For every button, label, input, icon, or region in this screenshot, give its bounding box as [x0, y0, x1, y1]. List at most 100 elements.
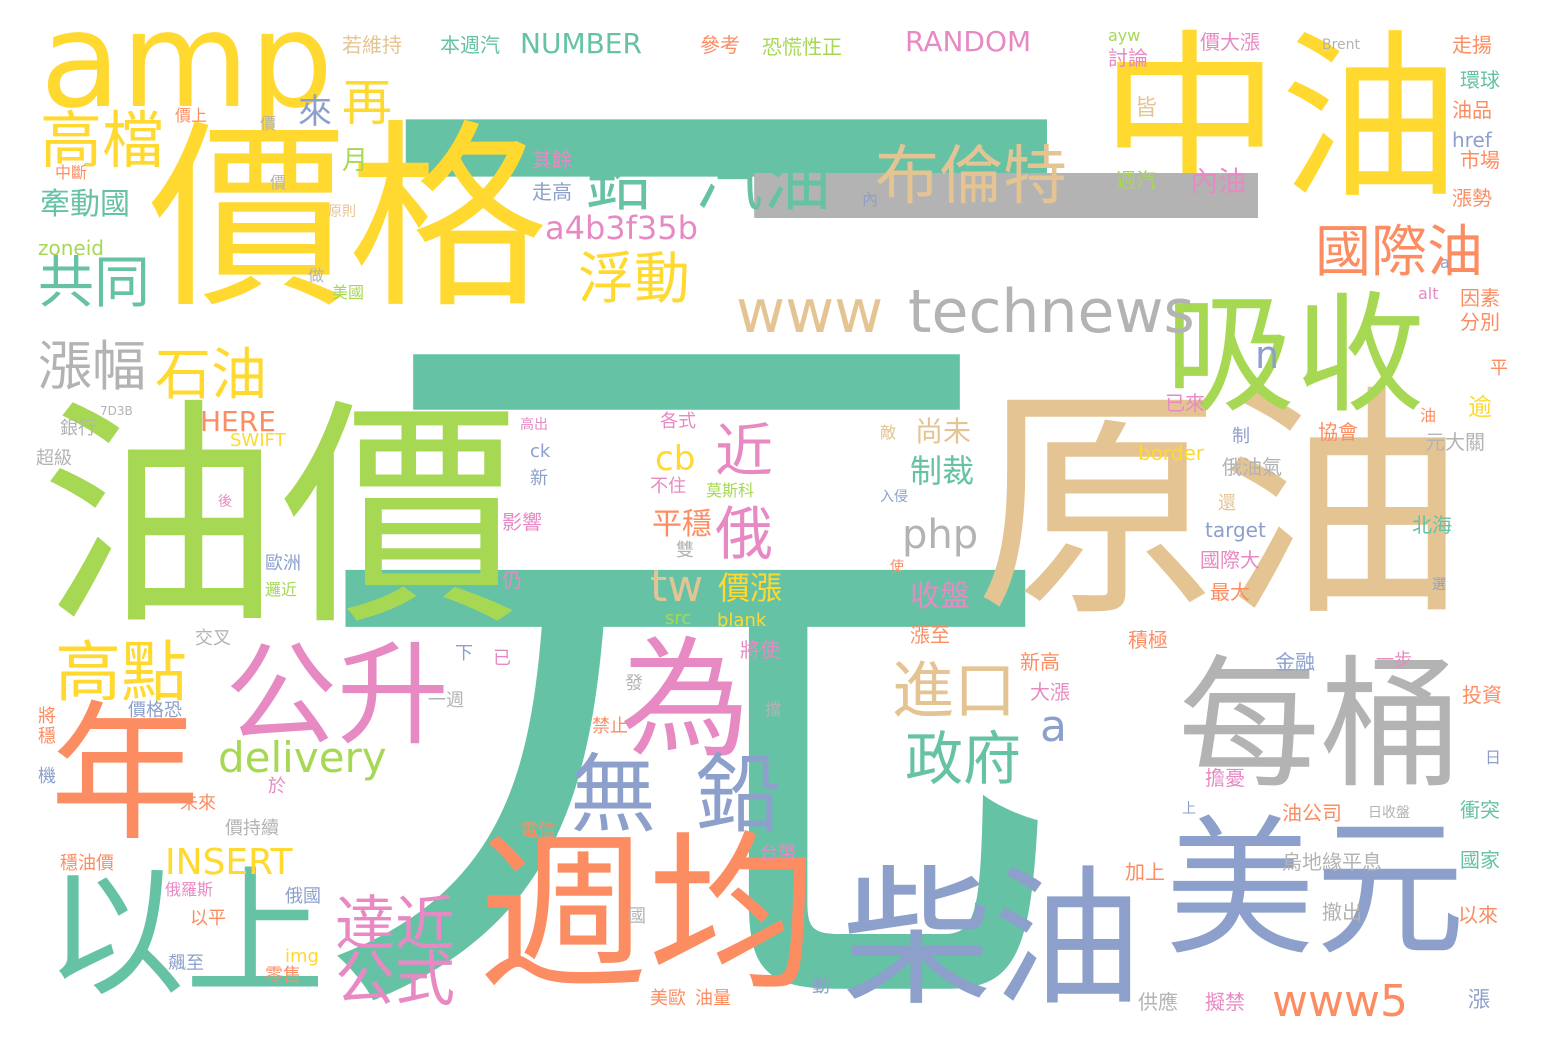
word: 已來	[1165, 391, 1205, 415]
word: 環球	[1460, 68, 1500, 92]
word: 恐慌性正	[762, 35, 842, 59]
word: 入侵	[880, 489, 908, 505]
word: 浮動	[578, 247, 690, 312]
word: 若維持	[342, 33, 402, 57]
word: 價格	[148, 103, 549, 336]
word: 油量	[695, 988, 731, 1009]
word: 日收盤	[1368, 805, 1410, 821]
word: 因素	[1460, 286, 1500, 310]
word: 價漲	[718, 569, 783, 607]
word: 元	[300, 226, 1070, 1052]
word: 使	[890, 559, 904, 575]
word: 以上	[45, 853, 326, 1016]
word: 已	[493, 648, 511, 669]
word: ayw	[1108, 26, 1141, 45]
word: border	[1138, 441, 1205, 465]
word: img	[285, 946, 319, 967]
word: www	[736, 277, 884, 347]
word: 價上	[175, 106, 208, 125]
word: 7D3B	[100, 404, 133, 418]
word: 穩	[38, 726, 56, 747]
word: Brent	[1322, 37, 1361, 53]
word: 發	[625, 673, 643, 694]
word: 國	[628, 906, 646, 927]
word: 本週汽	[440, 33, 500, 57]
word: 下	[455, 643, 473, 664]
word: 平	[1490, 358, 1508, 379]
word: 為	[620, 624, 751, 776]
word: 超級	[36, 448, 72, 469]
word: 機	[38, 766, 56, 787]
word: SWIFT	[230, 430, 286, 451]
word: 烏地緣平息	[1282, 850, 1382, 874]
word: ck	[530, 441, 551, 462]
word: 高出	[520, 417, 548, 433]
word: 供應	[1138, 990, 1178, 1014]
word: 未來	[180, 793, 216, 814]
word: 週均	[478, 816, 819, 1014]
word: 價	[270, 173, 287, 192]
word: 共同	[38, 251, 150, 316]
word: 價格恐	[128, 700, 182, 721]
word: 汽油	[695, 142, 832, 221]
word: 擬禁	[1205, 990, 1245, 1014]
word: 達近	[335, 890, 455, 960]
word: 美元	[1165, 803, 1466, 977]
word: 飆至	[168, 953, 204, 974]
word: 牽動國	[40, 187, 130, 222]
word: 將使	[740, 638, 780, 662]
word: 週汽	[1116, 168, 1156, 192]
word: 公式	[335, 945, 455, 1015]
word: 無	[570, 745, 656, 845]
word: 高檔	[40, 104, 165, 177]
word: 再	[342, 74, 392, 132]
word: 價持續	[225, 818, 279, 839]
word: 俄	[715, 500, 774, 568]
word: n	[1255, 333, 1280, 377]
word: 分別	[1460, 310, 1500, 334]
word: 內油	[1190, 165, 1247, 198]
word: 日	[1485, 748, 1502, 767]
word: 漲幅	[38, 335, 146, 398]
word: 一	[730, 0, 1280, 540]
word: 月	[342, 146, 369, 176]
word: zoneid	[38, 236, 104, 260]
word: 走揚	[1452, 33, 1492, 57]
word: a	[1440, 253, 1450, 272]
word: 平穩	[652, 507, 712, 542]
word: 動	[812, 976, 830, 997]
word: 收盤	[910, 579, 970, 614]
word: 柴油	[842, 853, 1143, 1027]
word: 其餘	[532, 148, 572, 172]
word: 影響	[502, 510, 542, 534]
word: 油	[1420, 406, 1437, 425]
word: 大漲	[1030, 680, 1070, 704]
word: 原則	[328, 204, 356, 220]
word: 新	[530, 468, 548, 489]
word: 俄羅斯	[165, 880, 214, 899]
word: HERE	[200, 405, 276, 438]
word: target	[1205, 518, 1266, 542]
word: delivery	[218, 733, 387, 782]
word: 原油	[975, 365, 1465, 650]
word: 新高	[1020, 650, 1060, 674]
word: blank	[717, 610, 767, 631]
word: 擋	[765, 700, 782, 719]
word: alt	[1418, 284, 1439, 303]
word: 積極	[1128, 628, 1168, 652]
word: 將	[38, 706, 56, 727]
word: 以平	[190, 908, 226, 929]
word: cb	[655, 439, 696, 479]
word: 價	[260, 114, 277, 133]
word: 北海	[1412, 513, 1452, 537]
word: 公升	[225, 631, 449, 761]
word: 進口	[892, 654, 1017, 727]
word: 電信	[520, 820, 556, 841]
word: 禁止	[592, 716, 628, 737]
word: 選	[1432, 577, 1446, 593]
word: 中斷	[55, 163, 88, 182]
word: 鉛	[585, 142, 654, 221]
word: a	[1040, 701, 1067, 752]
word: 布倫特	[875, 140, 1067, 214]
word: 不住	[650, 476, 686, 497]
